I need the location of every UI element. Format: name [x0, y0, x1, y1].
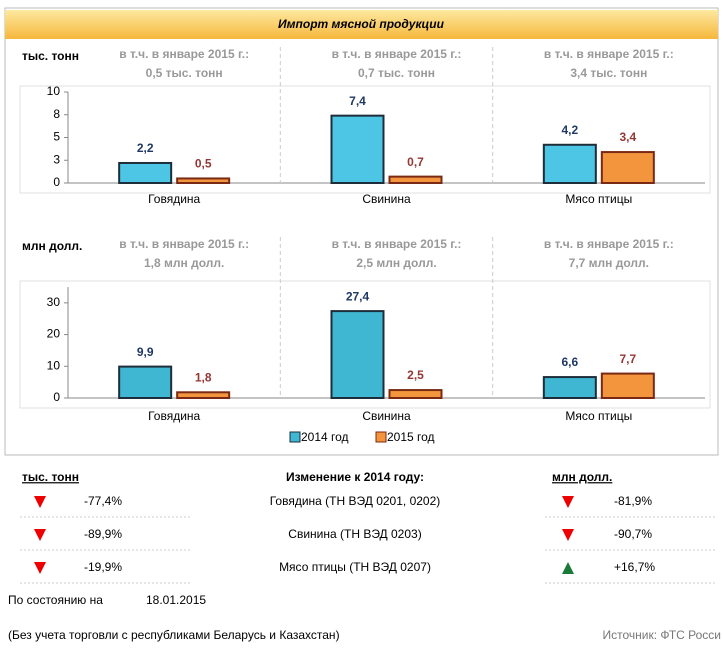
bar	[542, 376, 597, 400]
bar	[388, 175, 443, 185]
center-header: Изменение к 2014 году:	[286, 470, 424, 484]
category-label: Мясо птицы	[565, 192, 632, 206]
category-label: Говядина	[148, 409, 200, 423]
y-tick-label: 0	[53, 390, 60, 404]
value-label: 6,6	[561, 355, 578, 369]
title: Импорт мясной продукции	[278, 17, 445, 31]
annotation: в т.ч. в январе 2015 г.:	[119, 237, 249, 251]
unit-label: млн долл.	[22, 239, 82, 253]
annotation: в т.ч. в январе 2015 г.:	[332, 47, 462, 61]
y-tick-label: 20	[47, 327, 61, 341]
bar	[330, 114, 385, 184]
bar	[600, 372, 655, 399]
bar	[118, 161, 173, 184]
bar	[176, 391, 231, 400]
y-tick-label: 5	[53, 130, 60, 144]
product: Свинина (ТН ВЭД 0203)	[288, 527, 421, 541]
annotation: 2,5 млн долл.	[356, 256, 436, 270]
bar	[176, 177, 231, 184]
product: Говядина (ТН ВЭД 0201, 0202)	[270, 494, 441, 508]
value-label: 2,5	[407, 368, 424, 382]
annotation: в т.ч. в январе 2015 г.:	[332, 237, 462, 251]
legend-swatch	[289, 431, 301, 443]
legend-swatch	[375, 431, 387, 443]
value-label: 1,8	[195, 370, 212, 384]
note: (Без учета торговли с республиками Белар…	[8, 628, 340, 642]
value-label: 2,2	[137, 141, 154, 155]
tons-change: -19,9%	[84, 560, 122, 574]
y-tick-label: 0	[53, 175, 60, 189]
unit-label: тыс. тонн	[22, 49, 79, 63]
y-tick-label: 30	[47, 295, 61, 309]
value-label: 3,4	[619, 130, 636, 144]
annotation: 3,4 тыс. тонн	[570, 66, 647, 80]
annotation: в т.ч. в январе 2015 г.:	[544, 237, 674, 251]
y-tick-label: 10	[47, 358, 61, 372]
usd-change: +16,7%	[614, 560, 655, 574]
date: 18.01.2015	[146, 593, 206, 607]
y-tick-label: 8	[53, 107, 60, 121]
legend-label: 2015 год	[387, 430, 435, 444]
change-arrow	[34, 496, 46, 508]
category-label: Свинина	[362, 409, 411, 423]
bar	[330, 310, 385, 399]
plot-area	[19, 85, 711, 194]
change-arrow	[562, 562, 574, 574]
title-banner	[5, 10, 718, 39]
value-label: 27,4	[346, 289, 370, 303]
product: Мясо птицы (ТН ВЭД 0207)	[279, 560, 431, 574]
bar	[542, 143, 597, 184]
usd-change: -81,9%	[614, 494, 652, 508]
category-label: Говядина	[148, 192, 200, 206]
annotation: 0,7 тыс. тонн	[358, 66, 435, 80]
annotation: 0,5 тыс. тонн	[146, 66, 223, 80]
tons-change: -77,4%	[84, 494, 122, 508]
bar	[600, 151, 655, 184]
bar	[118, 365, 173, 399]
value-label: 7,7	[619, 352, 636, 366]
change-arrow	[34, 529, 46, 541]
y-tick-label: 10	[47, 84, 61, 98]
annotation: 7,7 млн долл.	[569, 256, 649, 270]
y-tick-label: 3	[53, 152, 60, 166]
bar	[388, 389, 443, 400]
change-arrow	[34, 562, 46, 574]
left-header: тыс. тонн	[22, 470, 79, 484]
value-label: 4,2	[561, 123, 578, 137]
value-label: 7,4	[349, 94, 366, 108]
value-label: 0,5	[195, 157, 212, 171]
annotation: 1,8 млн долл.	[144, 256, 224, 270]
change-arrow	[562, 529, 574, 541]
plot-area	[19, 280, 711, 409]
category-label: Мясо птицы	[565, 409, 632, 423]
frame	[4, 7, 719, 456]
value-label: 9,9	[137, 345, 154, 359]
value-label: 0,7	[407, 155, 424, 169]
category-label: Свинина	[362, 192, 411, 206]
date-label: По состоянию на	[8, 593, 103, 607]
tons-change: -89,9%	[84, 527, 122, 541]
right-header: млн долл.	[552, 470, 612, 484]
change-arrow	[562, 496, 574, 508]
usd-change: -90,7%	[614, 527, 652, 541]
annotation: в т.ч. в январе 2015 г.:	[544, 47, 674, 61]
source: Источник: ФТС Росси	[602, 628, 721, 642]
legend-label: 2014 год	[301, 430, 349, 444]
annotation: в т.ч. в январе 2015 г.:	[119, 47, 249, 61]
